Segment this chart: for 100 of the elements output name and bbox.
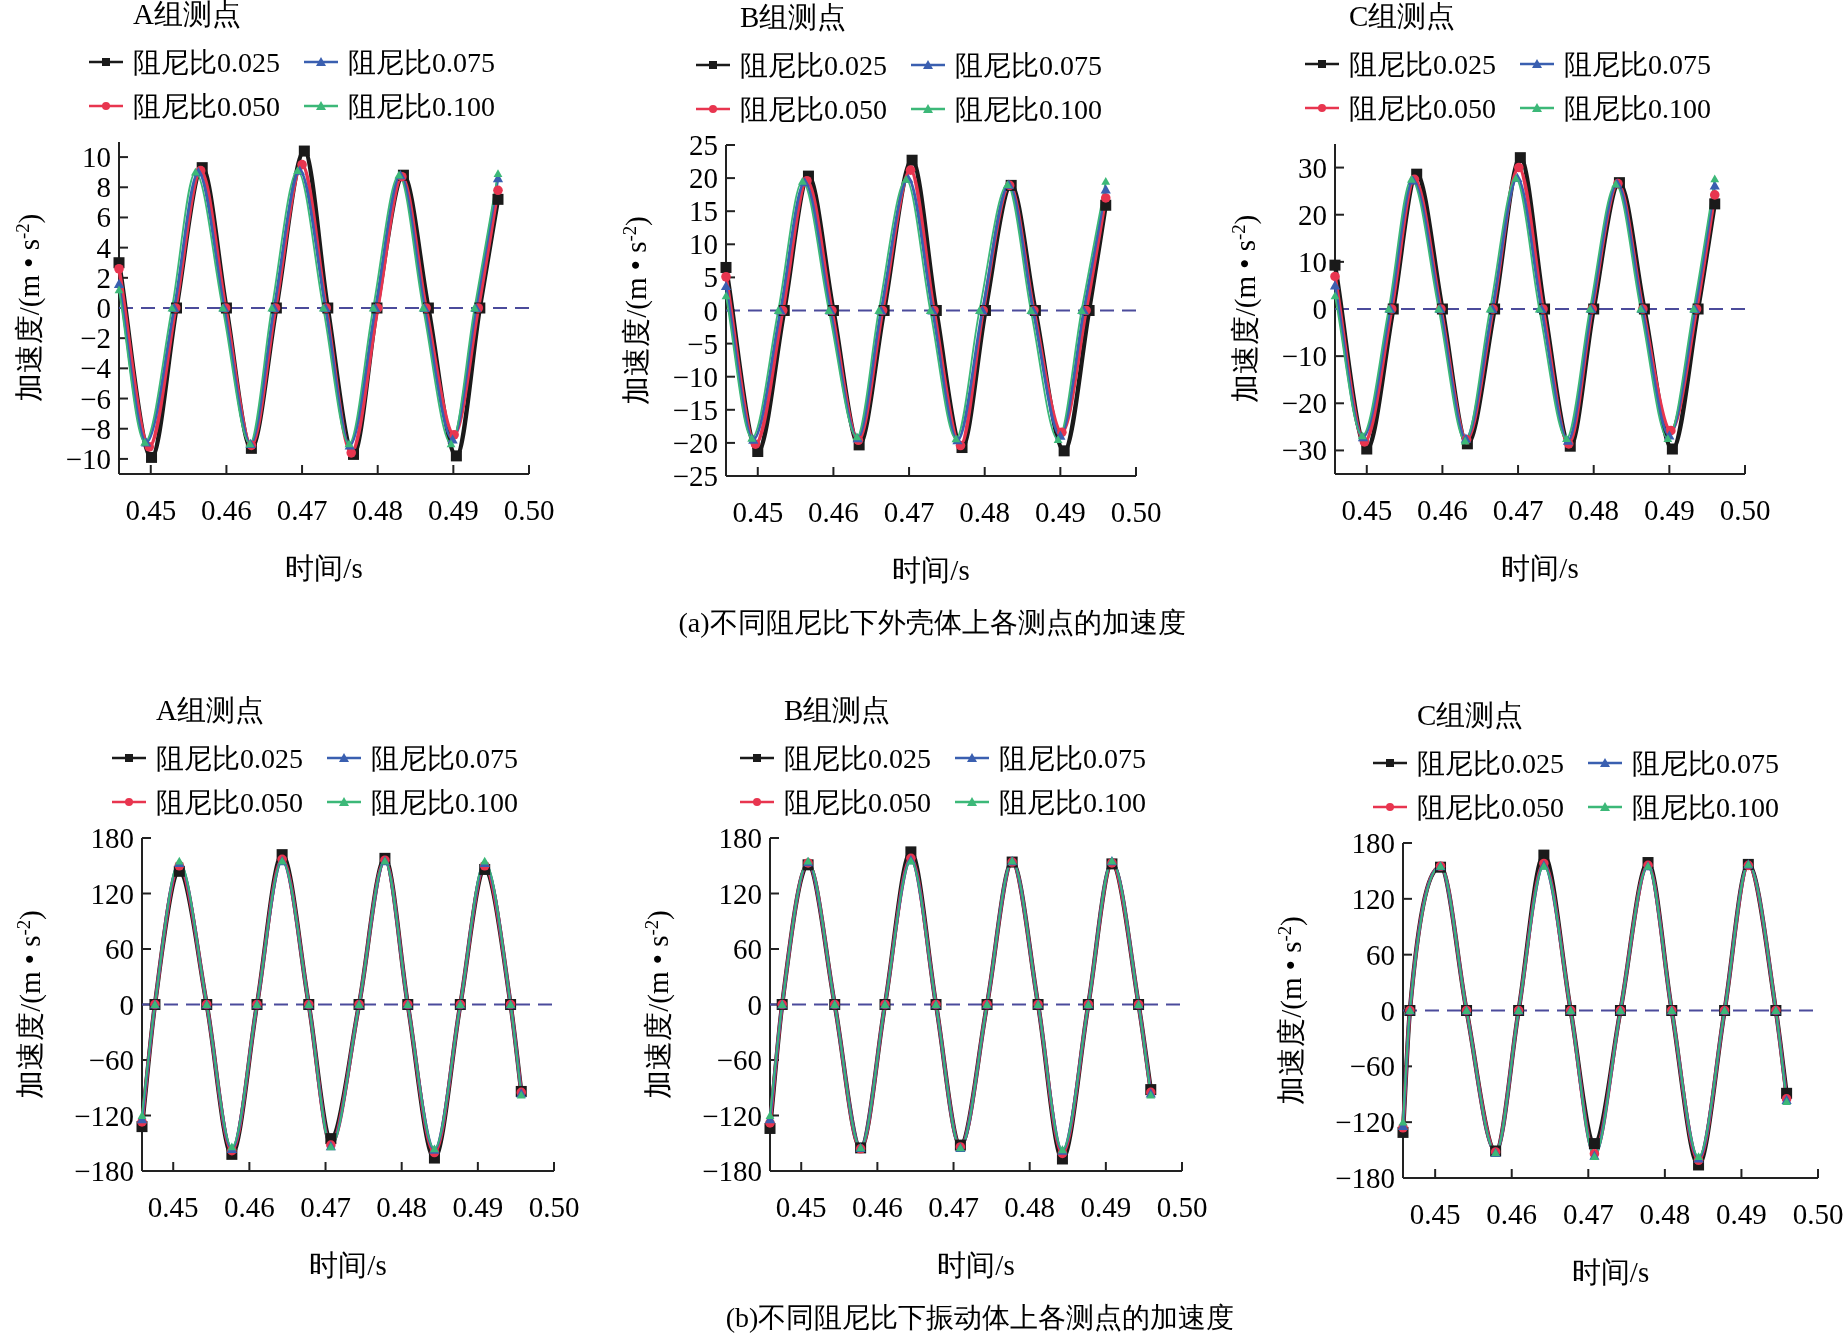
legend-label: 阻尼比0.050 bbox=[133, 91, 280, 122]
y-tick-label: 20 bbox=[689, 162, 718, 195]
y-tick-label: −120 bbox=[702, 1099, 762, 1132]
x-tick-label: 0.50 bbox=[503, 494, 555, 526]
x-tick-label: 0.45 bbox=[1341, 494, 1393, 526]
y-tick-label: 0 bbox=[747, 988, 762, 1021]
y-tick-label: 10 bbox=[82, 141, 111, 174]
y-tick-label: −120 bbox=[1335, 1106, 1395, 1139]
y-tick-label: −180 bbox=[702, 1155, 762, 1187]
y-tick-label: 60 bbox=[105, 933, 134, 965]
chart-title: A组测点 bbox=[133, 0, 241, 30]
y-tick-label: 180 bbox=[90, 822, 134, 854]
legend-label: 阻尼比0.075 bbox=[999, 743, 1146, 774]
legend-label: 阻尼比0.100 bbox=[371, 787, 518, 818]
y-tick-label: −15 bbox=[672, 393, 718, 426]
y-tick-label: −25 bbox=[672, 460, 718, 492]
x-tick-label: 0.50 bbox=[1719, 494, 1771, 526]
legend-label: 阻尼比0.075 bbox=[1632, 748, 1779, 779]
legend-label: 阻尼比0.050 bbox=[740, 94, 887, 125]
y-tick-label: 20 bbox=[1298, 198, 1327, 231]
x-tick-label: 0.46 bbox=[224, 1191, 275, 1223]
x-tick-label: 0.47 bbox=[883, 496, 935, 528]
x-tick-label: 0.45 bbox=[147, 1191, 199, 1223]
chart-title: C组测点 bbox=[1417, 699, 1524, 731]
y-tick-label: −8 bbox=[80, 412, 111, 445]
y-tick-label: 30 bbox=[1298, 151, 1327, 184]
x-tick-label: 0.48 bbox=[1639, 1198, 1691, 1230]
y-tick-label: 8 bbox=[96, 171, 111, 204]
legend-label: 阻尼比0.050 bbox=[1417, 792, 1564, 823]
legend-label: 阻尼比0.025 bbox=[740, 50, 887, 81]
y-tick-label: 120 bbox=[718, 877, 762, 910]
legend-label: 阻尼比0.100 bbox=[1632, 792, 1779, 823]
y-tick-label: 10 bbox=[1298, 245, 1327, 278]
text: (a)不同阻尼比下外壳体上各测点的加速度 bbox=[678, 607, 1186, 638]
y-tick-label: −10 bbox=[672, 360, 718, 393]
y-tick-label: 0 bbox=[1312, 293, 1327, 325]
text: (b)不同阻尼比下振动体上各测点的加速度 bbox=[725, 1302, 1235, 1333]
y-tick-label: −10 bbox=[65, 442, 111, 475]
x-tick-label: 0.46 bbox=[808, 496, 859, 528]
x-axis-title: 时间/s bbox=[1501, 552, 1579, 584]
legend-label: 阻尼比0.025 bbox=[1417, 748, 1564, 779]
x-axis-title: 时间/s bbox=[285, 552, 363, 584]
y-tick-label: 4 bbox=[96, 231, 112, 264]
x-tick-label: 0.48 bbox=[1004, 1191, 1056, 1223]
legend-label: 阻尼比0.075 bbox=[1564, 49, 1711, 80]
y-tick-label: −4 bbox=[80, 352, 112, 385]
legend-label: 阻尼比0.075 bbox=[955, 50, 1102, 81]
x-tick-label: 0.45 bbox=[732, 496, 784, 528]
x-axis-title: 时间/s bbox=[937, 1249, 1015, 1281]
y-tick-label: −10 bbox=[1281, 340, 1327, 373]
y-tick-label: −30 bbox=[1281, 434, 1327, 467]
x-tick-label: 0.47 bbox=[1492, 494, 1544, 526]
legend-label: 阻尼比0.050 bbox=[1349, 93, 1496, 124]
y-tick-label: −60 bbox=[88, 1044, 134, 1076]
y-tick-label: −2 bbox=[80, 322, 111, 355]
y-tick-label: 60 bbox=[733, 933, 762, 965]
y-tick-label: 2 bbox=[96, 261, 111, 294]
legend-label: 阻尼比0.025 bbox=[784, 743, 931, 774]
chart-title: C组测点 bbox=[1349, 0, 1456, 32]
x-tick-label: 0.45 bbox=[125, 494, 177, 526]
x-tick-label: 0.49 bbox=[1080, 1191, 1132, 1223]
x-tick-label: 0.47 bbox=[1562, 1198, 1614, 1230]
x-tick-label: 0.46 bbox=[1417, 494, 1468, 526]
y-tick-label: −180 bbox=[1335, 1162, 1395, 1194]
y-tick-label: 60 bbox=[1366, 938, 1395, 971]
y-tick-label: −20 bbox=[672, 426, 718, 459]
y-tick-label: 120 bbox=[90, 877, 134, 910]
y-tick-label: 15 bbox=[689, 195, 718, 228]
legend-label: 阻尼比0.100 bbox=[955, 94, 1102, 125]
y-tick-label: 0 bbox=[96, 292, 111, 324]
x-tick-label: 0.47 bbox=[300, 1191, 351, 1223]
legend-label: 阻尼比0.075 bbox=[371, 743, 518, 774]
y-tick-label: −60 bbox=[1349, 1050, 1395, 1083]
y-tick-label: 180 bbox=[718, 822, 762, 854]
y-tick-label: −180 bbox=[74, 1155, 134, 1187]
y-tick-label: 120 bbox=[1351, 882, 1395, 915]
legend-label: 阻尼比0.100 bbox=[999, 787, 1146, 818]
x-tick-label: 0.50 bbox=[1110, 496, 1162, 528]
x-tick-label: 0.47 bbox=[928, 1191, 979, 1223]
x-tick-label: 0.49 bbox=[1034, 496, 1086, 528]
legend-label: 阻尼比0.100 bbox=[348, 91, 495, 122]
x-tick-label: 0.49 bbox=[1716, 1198, 1767, 1230]
y-tick-label: 5 bbox=[703, 261, 718, 294]
y-tick-label: 25 bbox=[689, 129, 718, 161]
x-tick-label: 0.49 bbox=[427, 494, 479, 526]
x-tick-label: 0.47 bbox=[276, 494, 328, 526]
x-tick-label: 0.48 bbox=[352, 494, 404, 526]
y-tick-label: 180 bbox=[1351, 827, 1395, 859]
y-tick-label: 6 bbox=[96, 201, 111, 234]
legend-label: 阻尼比0.025 bbox=[1349, 49, 1496, 80]
x-tick-label: 0.49 bbox=[1643, 494, 1695, 526]
x-tick-label: 0.50 bbox=[528, 1191, 580, 1223]
chart-title: A组测点 bbox=[156, 694, 264, 726]
legend-label: 阻尼比0.050 bbox=[156, 787, 303, 818]
y-tick-label: −6 bbox=[80, 382, 111, 415]
y-tick-label: 10 bbox=[689, 228, 718, 261]
y-tick-label: −5 bbox=[687, 327, 718, 360]
x-tick-label: 0.46 bbox=[1486, 1198, 1538, 1230]
x-tick-label: 0.45 bbox=[775, 1191, 827, 1223]
x-tick-label: 0.48 bbox=[1568, 494, 1620, 526]
